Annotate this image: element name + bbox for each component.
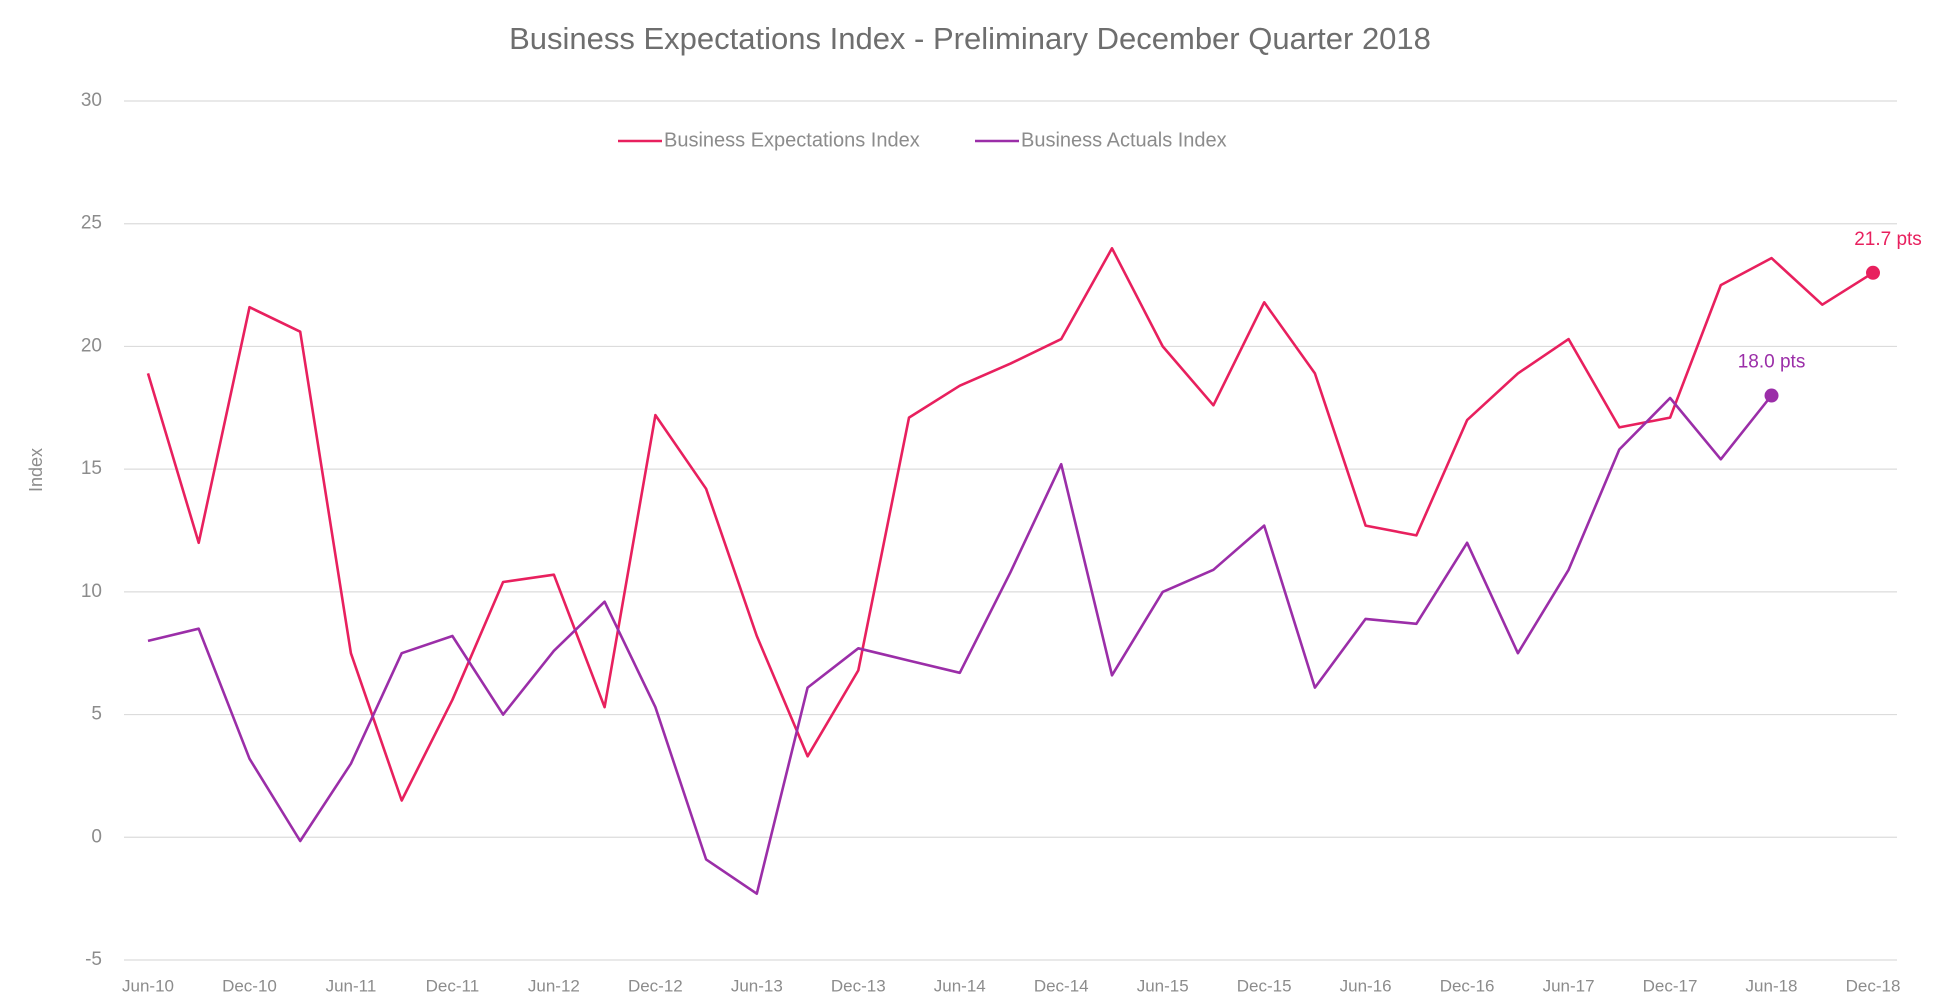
x-tick-label: Jun-10: [122, 976, 174, 995]
chart-title: Business Expectations Index - Preliminar…: [509, 21, 1431, 56]
legend-label: Business Actuals Index: [1021, 129, 1227, 151]
y-tick-label: 5: [91, 704, 102, 725]
x-tick-label: Dec-11: [426, 976, 480, 995]
series-line: [146, 247, 1874, 802]
x-tick-label: Jun-16: [1340, 976, 1392, 995]
annotation: 18.0 pts: [1738, 352, 1806, 373]
x-tick-label: Dec-15: [1237, 976, 1292, 995]
x-tick-label: Jun-13: [731, 976, 783, 995]
end-marker: [1866, 265, 1880, 280]
x-tick-label: Dec-16: [1440, 976, 1495, 995]
x-tick-label: Jun-12: [528, 976, 580, 995]
x-tick-label: Dec-13: [831, 976, 886, 995]
series-line: [147, 394, 1773, 895]
x-tick-label: Jun-18: [1746, 976, 1798, 995]
y-tick-label: 0: [91, 826, 102, 847]
annotation: 21.7 pts: [1854, 229, 1922, 250]
y-tick-label: 25: [81, 213, 102, 234]
y-tick-label: 15: [81, 458, 102, 479]
x-tick-label: Dec-14: [1034, 976, 1089, 995]
end-marker: [1764, 388, 1779, 403]
y-axis-label: Index: [26, 448, 46, 492]
y-tick-label: 20: [81, 335, 102, 356]
x-tick-label: Dec-18: [1846, 976, 1901, 995]
x-tick-label: Dec-12: [628, 976, 683, 995]
y-tick-label: -5: [85, 949, 102, 970]
x-tick-label: Jun-15: [1137, 976, 1189, 995]
legend-label: Business Expectations Index: [664, 129, 920, 151]
x-tick-label: Dec-10: [222, 976, 277, 995]
x-tick-label: Dec-17: [1643, 976, 1698, 995]
y-tick-label: 30: [81, 90, 102, 111]
x-tick-label: Jun-11: [326, 976, 377, 995]
x-tick-label: Jun-14: [934, 976, 986, 995]
x-tick-label: Jun-17: [1543, 976, 1595, 995]
y-tick-label: 10: [81, 581, 102, 602]
